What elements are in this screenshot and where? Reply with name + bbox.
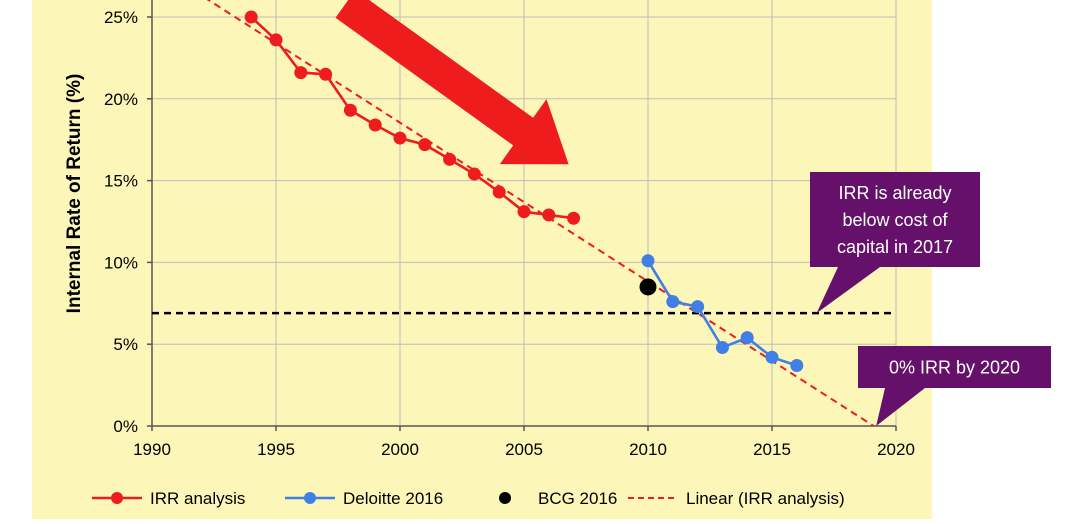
data-point-irr-analysis — [443, 152, 457, 166]
data-point-irr-analysis — [294, 66, 308, 80]
trendline-linear-irr — [206, 0, 875, 426]
data-point-irr-analysis — [467, 167, 481, 181]
y-axis-title: Internal Rate of Return (%) — [64, 74, 85, 314]
x-tick-label: 1990 — [133, 440, 171, 459]
x-tick-label: 2010 — [629, 440, 667, 459]
data-point-irr-analysis — [567, 211, 581, 225]
x-tick-label: 2020 — [877, 440, 915, 459]
y-tick-label: 10% — [104, 253, 138, 272]
x-tick-label: 2015 — [753, 440, 791, 459]
callout-box — [810, 172, 980, 267]
x-tick-label: 1995 — [257, 440, 295, 459]
x-tick-label: 2005 — [505, 440, 543, 459]
data-point-irr-analysis — [517, 205, 531, 219]
callout-text: below cost of — [842, 210, 948, 230]
callout-pointer — [816, 267, 880, 314]
legend-swatch-marker — [499, 492, 511, 504]
y-tick-label: 25% — [104, 8, 138, 27]
data-point-irr-analysis — [319, 67, 333, 81]
data-point-irr-analysis — [542, 208, 556, 222]
data-point-deloitte-2016 — [715, 340, 729, 354]
y-tick-label: 20% — [104, 90, 138, 109]
y-tick-label: 15% — [104, 172, 138, 191]
y-tick-label: 5% — [113, 335, 138, 354]
legend-swatch-marker — [304, 492, 316, 504]
data-point-deloitte-2016 — [691, 300, 705, 314]
data-point-irr-analysis — [244, 10, 258, 24]
callout-pointer — [876, 388, 925, 426]
data-point-irr-analysis — [368, 118, 382, 132]
callout-text: 0% IRR by 2020 — [889, 357, 1020, 377]
legend-swatch-marker — [111, 492, 123, 504]
data-point-irr-analysis — [393, 131, 407, 145]
legend-label: IRR analysis — [150, 489, 245, 508]
data-point-deloitte-2016 — [765, 350, 779, 364]
callout-text: IRR is already — [838, 183, 951, 203]
data-point-irr-analysis — [418, 138, 432, 152]
data-point-bcg-2016 — [639, 278, 657, 296]
callout-text: capital in 2017 — [837, 237, 953, 257]
callout-box — [858, 346, 1051, 388]
data-point-irr-analysis — [492, 185, 506, 199]
legend-label: BCG 2016 — [538, 489, 617, 508]
data-point-irr-analysis — [269, 33, 283, 47]
data-point-irr-analysis — [343, 103, 357, 117]
legend-label: Deloitte 2016 — [343, 489, 443, 508]
data-point-deloitte-2016 — [790, 358, 804, 372]
data-point-deloitte-2016 — [740, 331, 754, 345]
data-point-deloitte-2016 — [641, 254, 655, 268]
y-tick-label: 0% — [113, 417, 138, 436]
legend-label: Linear (IRR analysis) — [686, 489, 845, 508]
data-point-deloitte-2016 — [666, 295, 680, 309]
x-tick-label: 2000 — [381, 440, 419, 459]
trend-arrow — [335, 0, 569, 165]
